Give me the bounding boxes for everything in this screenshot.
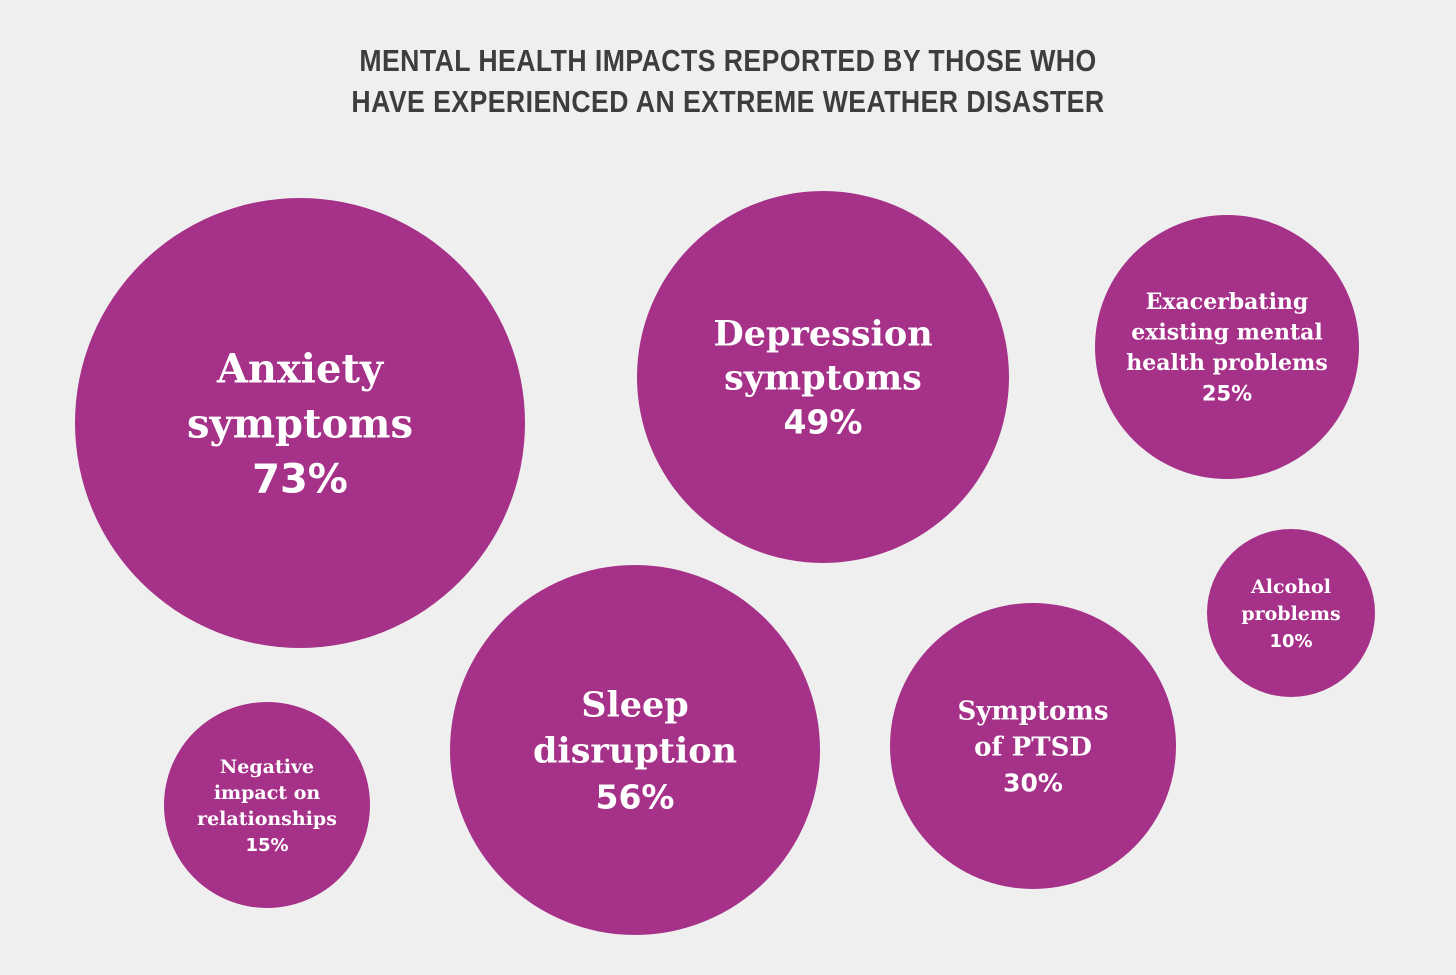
bubble-sleep-label-line: Sleep bbox=[581, 685, 689, 726]
chart-title: MENTAL HEALTH IMPACTS REPORTED BY THOSE … bbox=[102, 40, 1354, 122]
bubble-anxiety-circle bbox=[75, 198, 525, 648]
bubble-anxiety-label-line: Anxiety bbox=[216, 345, 385, 392]
bubble-sleep-value: 56% bbox=[596, 778, 675, 817]
bubble-anxiety-value: 73% bbox=[252, 456, 348, 502]
bubble-exacerbating-value: 25% bbox=[1202, 382, 1252, 406]
bubble-anxiety-label-line: symptoms bbox=[187, 400, 413, 447]
bubble-exacerbating-circle bbox=[1095, 215, 1359, 479]
chart-title-line-2: HAVE EXPERIENCED AN EXTREME WEATHER DISA… bbox=[351, 84, 1105, 119]
chart-title-line-1: MENTAL HEALTH IMPACTS REPORTED BY THOSE … bbox=[359, 43, 1097, 78]
bubble-exacerbating-label-line: health problems bbox=[1126, 350, 1327, 376]
bubble-ptsd-label-line: Symptoms bbox=[957, 696, 1108, 726]
bubble-alcohol-circle bbox=[1207, 529, 1375, 697]
bubble-exacerbating: Exacerbating existing mental health proble… bbox=[1095, 215, 1359, 479]
bubble-relationships-circle bbox=[164, 702, 370, 908]
bubble-depression-circle bbox=[637, 191, 1009, 563]
bubble-ptsd: Symptoms of PTSD 30% bbox=[890, 603, 1176, 889]
bubble-ptsd-circle bbox=[890, 603, 1176, 889]
bubble-ptsd-label-line: of PTSD bbox=[974, 732, 1092, 762]
bubble-alcohol-label-line: problems bbox=[1241, 603, 1340, 625]
bubble-relationships-label-line: impact on bbox=[214, 782, 321, 804]
bubble-sleep-label-line: disruption bbox=[533, 731, 737, 772]
bubble-depression-label-line: Depression bbox=[713, 314, 932, 355]
bubble-ptsd-value: 30% bbox=[1003, 768, 1063, 797]
bubble-relationships-value: 15% bbox=[245, 835, 288, 856]
bubble-alcohol: Alcohol problems 10% bbox=[1207, 529, 1375, 697]
bubble-sleep-circle bbox=[450, 565, 820, 935]
bubble-depression-label-line: symptoms bbox=[724, 358, 922, 399]
bubble-alcohol-value: 10% bbox=[1269, 631, 1312, 652]
bubble-anxiety: Anxiety symptoms 73% bbox=[75, 198, 525, 648]
bubble-exacerbating-label-line: Exacerbating bbox=[1146, 289, 1309, 315]
bubble-exacerbating-label-line: existing mental bbox=[1131, 320, 1322, 346]
bubble-depression-value: 49% bbox=[784, 403, 863, 442]
bubble-relationships-label-line: relationships bbox=[197, 808, 337, 830]
bubble-relationships-label-line: Negative bbox=[220, 756, 314, 778]
bubble-sleep: Sleep disruption 56% bbox=[450, 565, 820, 935]
bubble-alcohol-label-line: Alcohol bbox=[1250, 576, 1331, 598]
bubble-relationships: Negative impact on relationships 15% bbox=[164, 702, 370, 908]
